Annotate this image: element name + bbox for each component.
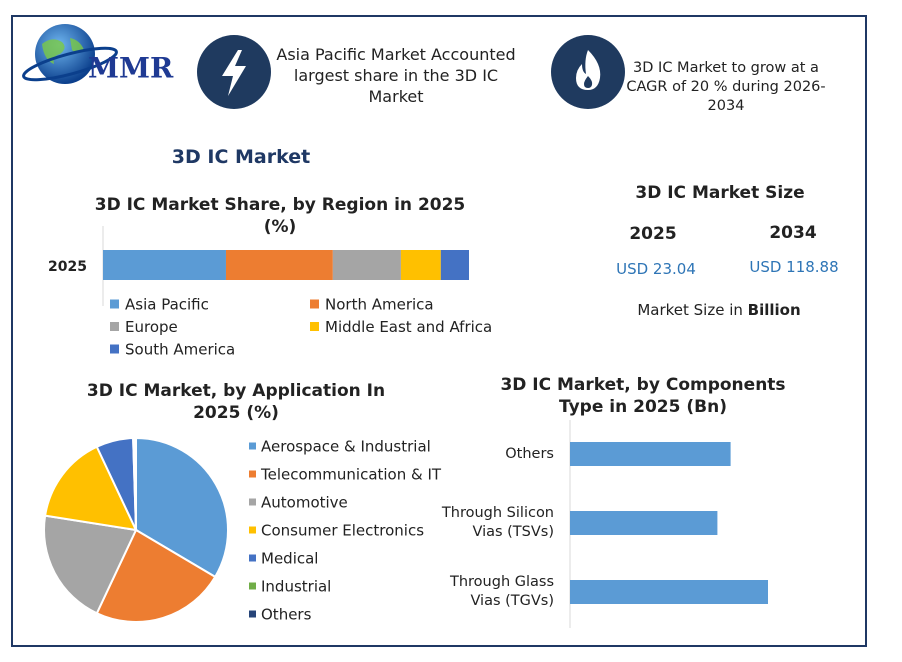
bar xyxy=(570,511,718,535)
logo-text: MMR xyxy=(88,52,174,85)
pie-slice xyxy=(135,436,229,579)
bar-segment xyxy=(400,250,441,280)
logo-orbit xyxy=(22,46,118,82)
legend-label: North America xyxy=(325,296,434,314)
y-tick-label: Others xyxy=(505,445,554,462)
chart-title: 3D IC Market, by Application In 2025 (%) xyxy=(86,381,386,424)
legend-label: Telecommunication & IT xyxy=(260,466,442,484)
legend-swatch xyxy=(249,526,256,534)
y-tick-label: 2025 xyxy=(48,259,87,275)
legend-swatch xyxy=(249,610,256,618)
y-tick-label: Through Glass Vias (TGVs) xyxy=(449,574,554,609)
frame xyxy=(11,15,867,647)
bar-segment xyxy=(103,250,226,280)
legend-swatch xyxy=(249,442,256,450)
legend-label: Others xyxy=(261,606,312,624)
main-title: 3D IC Market xyxy=(171,146,311,168)
legend-label: Middle East and Africa xyxy=(325,318,492,336)
size-note-text: Market Size in xyxy=(637,301,748,319)
icon-bolt xyxy=(222,50,246,96)
legend-swatch xyxy=(249,554,256,562)
y-tick-label: Through Silicon Vias (TSVs) xyxy=(441,505,554,540)
bar-segment xyxy=(332,250,401,280)
pie-slice xyxy=(43,445,138,532)
size-note: Market Size in Billion xyxy=(600,301,838,321)
chart-title: 3D IC Market Share, by Region in 2025 (%… xyxy=(94,195,466,238)
size-note-unit: Billion xyxy=(747,301,801,319)
chart-title: 3D IC Market, by Components Type in 2025… xyxy=(500,375,786,418)
legend-swatch xyxy=(110,299,119,309)
size-title: 3D IC Market Size xyxy=(635,183,805,203)
highlight: Asia Pacific Market Accounted largest sh… xyxy=(276,45,516,106)
legend-label: South America xyxy=(125,341,235,359)
legend-swatch xyxy=(310,299,319,309)
legend-swatch xyxy=(110,344,119,354)
icon-flame xyxy=(576,50,601,90)
legend-swatch xyxy=(249,582,256,590)
pie-slice xyxy=(95,528,217,623)
highlight: 3D IC Market to grow at a CAGR of 20 % d… xyxy=(626,60,826,114)
pie-slice xyxy=(133,436,137,531)
bar-segment xyxy=(225,250,333,280)
bar-segment xyxy=(440,250,469,280)
legend-label: Automotive xyxy=(261,494,348,512)
icon-flame-core xyxy=(584,76,593,88)
size-year: 2025 xyxy=(629,224,677,244)
legend-label: Industrial xyxy=(261,578,331,596)
legend-swatch xyxy=(249,470,256,478)
pie-slice xyxy=(43,514,138,615)
size-value: USD 118.88 xyxy=(749,258,839,276)
bar xyxy=(570,442,731,466)
legend-swatch xyxy=(110,322,119,331)
legend-label: Consumer Electronics xyxy=(261,522,424,540)
legend-label: Asia Pacific xyxy=(125,296,209,314)
legend-label: Aerospace & Industrial xyxy=(261,438,431,456)
legend-swatch xyxy=(310,322,319,331)
legend-label: Europe xyxy=(125,318,178,336)
bar xyxy=(570,580,768,604)
size-year: 2034 xyxy=(769,223,817,243)
legend-swatch xyxy=(249,498,256,506)
size-value: USD 23.04 xyxy=(616,260,696,278)
legend-label: Medical xyxy=(261,550,318,568)
